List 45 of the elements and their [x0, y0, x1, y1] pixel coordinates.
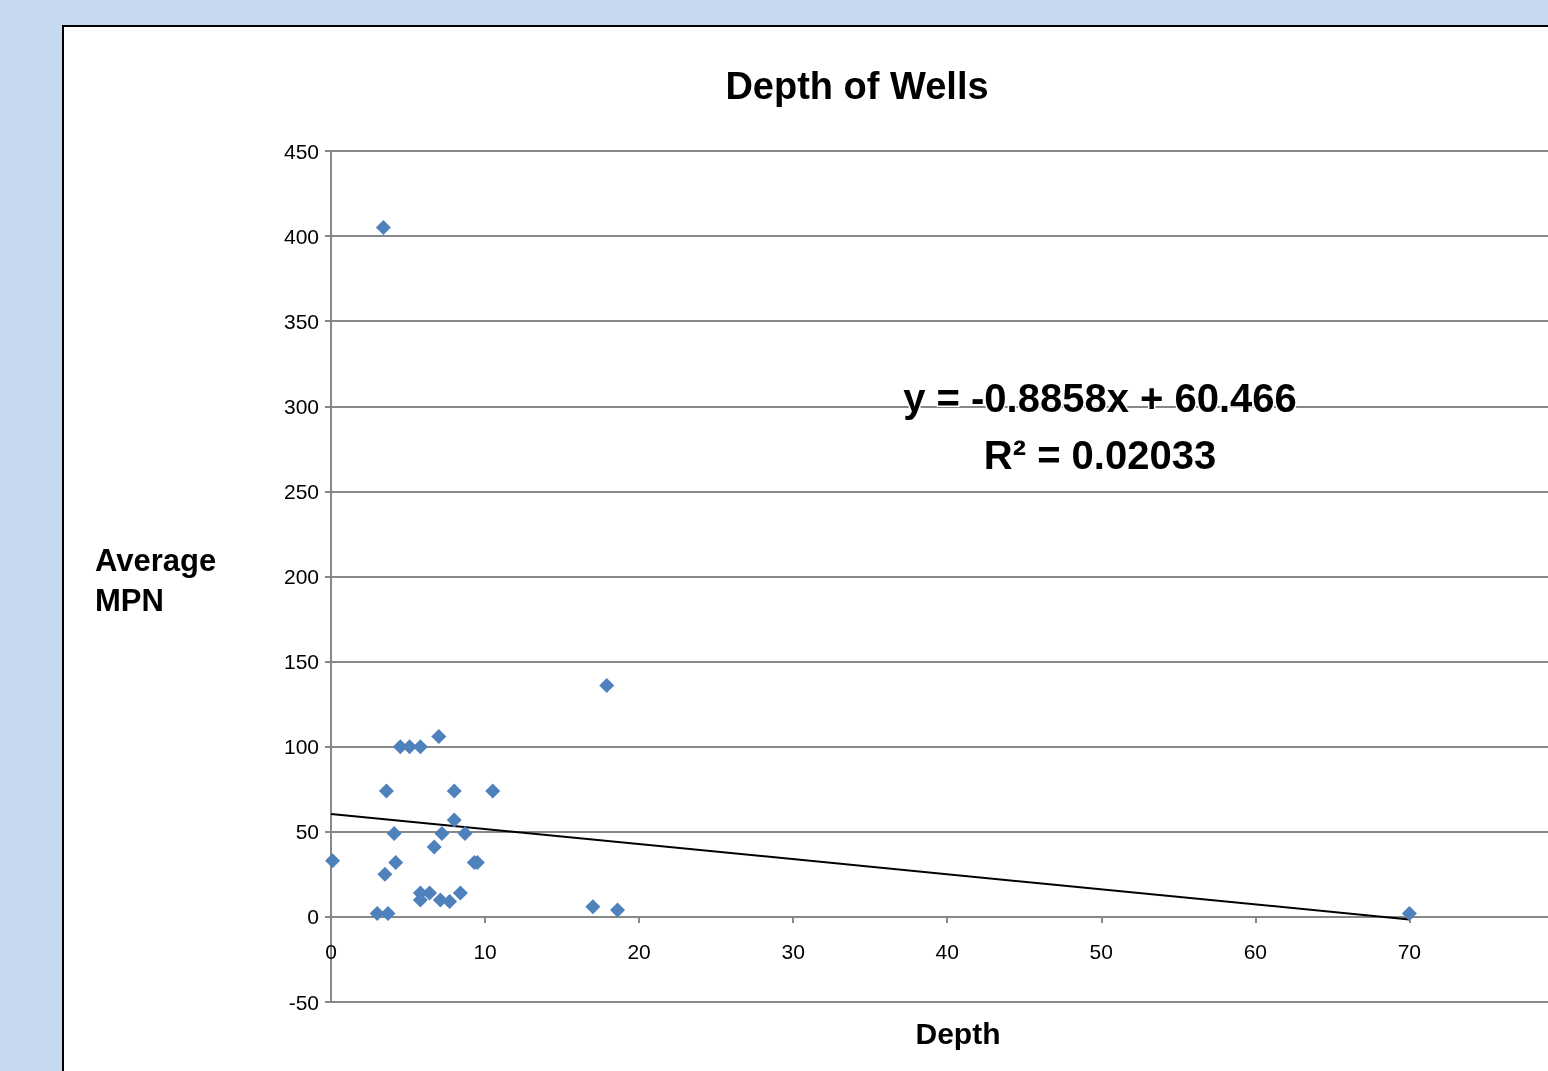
x-tick-label: 40	[935, 940, 959, 963]
point	[599, 677, 615, 693]
point	[375, 220, 391, 236]
point	[325, 853, 341, 869]
point	[442, 894, 458, 910]
point	[369, 906, 385, 921]
y-tick-label: 200	[283, 565, 319, 588]
x-tick-label: 20	[627, 940, 651, 963]
x-tick-label: 50	[1089, 940, 1113, 963]
y-tick-label: 150	[283, 650, 319, 674]
y-tick-label: 50	[295, 820, 319, 844]
x-tick-label: 60	[1243, 940, 1267, 963]
y-tick-label: -50	[288, 990, 319, 1014]
point	[452, 885, 468, 901]
y-tick-label: 450	[283, 139, 319, 163]
point	[377, 866, 393, 882]
point	[378, 783, 394, 799]
point	[585, 899, 601, 915]
y-tick-label: 350	[283, 309, 319, 333]
point	[388, 854, 404, 870]
chart-title: Depth of Wells	[725, 65, 989, 107]
x-tick-label: 10	[473, 940, 497, 963]
annotation: y = -0.8858x + 60.466	[903, 376, 1297, 420]
point	[485, 783, 501, 799]
point	[380, 906, 396, 921]
x-tick-label: 70	[1397, 940, 1422, 963]
point	[1401, 906, 1417, 921]
point	[431, 728, 447, 744]
point	[434, 826, 450, 841]
x-axis-title: Depth	[915, 1016, 1001, 1050]
y-tick-label: 400	[283, 224, 319, 248]
y-tick-label: 0	[307, 905, 319, 929]
x-tick-label: 0	[325, 940, 337, 963]
point	[446, 783, 462, 799]
point	[457, 826, 473, 841]
point	[426, 839, 442, 855]
x-tick-label: 30	[781, 940, 805, 963]
y-axis-title: Average MPN	[95, 542, 225, 618]
y-tick-label: 250	[283, 479, 319, 503]
point	[610, 902, 626, 918]
y-tick-label: 100	[283, 735, 319, 759]
y-tick-label: 300	[283, 394, 319, 418]
point	[386, 826, 402, 841]
point	[446, 812, 462, 828]
annotation: R² = 0.02033	[983, 433, 1217, 477]
